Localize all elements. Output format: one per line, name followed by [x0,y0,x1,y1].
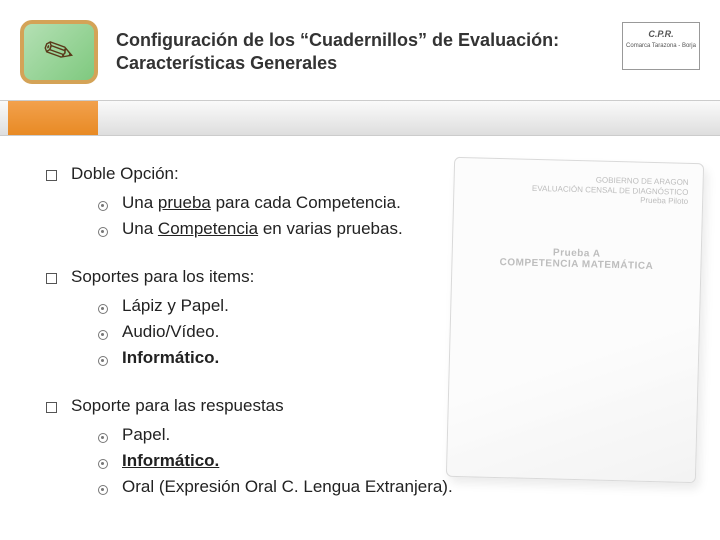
list-item-text: Audio/Vídeo. [122,319,219,345]
list-item-text: Informático. [122,345,219,371]
section-items: Una prueba para cada Competencia.Una Com… [72,190,680,243]
circle-bullet-icon [98,356,108,366]
title-line-1: Configuración de los “Cuadernillos” de E… [116,29,700,52]
list-item: Audio/Vídeo. [98,319,680,345]
circle-bullet-icon [98,201,108,211]
cpr-sub: Comarca Tarazona - Borja [623,43,699,49]
text-pre: Una [122,219,158,238]
list-item: Una Competencia en varias pruebas. [98,216,680,242]
section-head-text: Soportes para los items: [71,267,254,287]
title-line-2: Características Generales [116,52,700,75]
section-head-text: Soporte para las respuestas [71,396,284,416]
section: Doble Opción: Una prueba para cada Compet… [72,164,680,243]
circle-bullet-icon [98,459,108,469]
list-item-text: Oral (Expresión Oral C. Lengua Extranjer… [122,474,453,500]
square-bullet-icon [46,170,57,181]
section-head: Soportes para los items: [72,267,680,287]
title-block: Configuración de los “Cuadernillos” de E… [116,29,700,76]
section: Soporte para las respuestas Papel. Informá… [72,396,680,501]
text-post: para cada Competencia. [211,193,401,212]
text-underline: Competencia [158,219,258,238]
cpr-label: C.P.R. [623,29,699,39]
list-item: Lápiz y Papel. [98,293,680,319]
list-item: Papel. [98,422,680,448]
section-head-text: Doble Opción: [71,164,179,184]
circle-bullet-icon [98,433,108,443]
text-underline: Informático. [122,451,219,470]
list-item: Informático. [98,345,680,371]
content-area: Doble Opción: Una prueba para cada Compet… [0,136,720,535]
text-post: en varias pruebas. [258,219,403,238]
square-bullet-icon [46,402,57,413]
text-underline: prueba [158,193,211,212]
section-items: Papel. Informático. Oral (Expresión Oral C… [72,422,680,501]
logo-frame: ✎ [20,20,98,84]
section: Soportes para los items: Lápiz y Papel.Au… [72,267,680,372]
accent-bar-highlight [8,101,98,135]
cpr-logo: C.P.R. Comarca Tarazona - Borja [622,22,700,70]
section-head: Doble Opción: [72,164,680,184]
pencils-icon: ✎ [36,27,81,78]
circle-bullet-icon [98,304,108,314]
list-item-text: Lápiz y Papel. [122,293,229,319]
circle-bullet-icon [98,485,108,495]
circle-bullet-icon [98,227,108,237]
list-item-text: Papel. [122,422,170,448]
list-item-text: Informático. [122,448,219,474]
list-item: Oral (Expresión Oral C. Lengua Extranjer… [98,474,680,500]
circle-bullet-icon [98,330,108,340]
section-items: Lápiz y Papel.Audio/Vídeo.Informático. [72,293,680,372]
accent-bar [0,100,720,136]
square-bullet-icon [46,273,57,284]
list-item: Informático. [98,448,680,474]
slide-header: ✎ Configuración de los “Cuadernillos” de… [0,0,720,94]
list-item: Una prueba para cada Competencia. [98,190,680,216]
section-head: Soporte para las respuestas [72,396,680,416]
list-item-text: Una Competencia en varias pruebas. [122,216,403,242]
text-pre: Una [122,193,158,212]
list-item-text: Una prueba para cada Competencia. [122,190,401,216]
